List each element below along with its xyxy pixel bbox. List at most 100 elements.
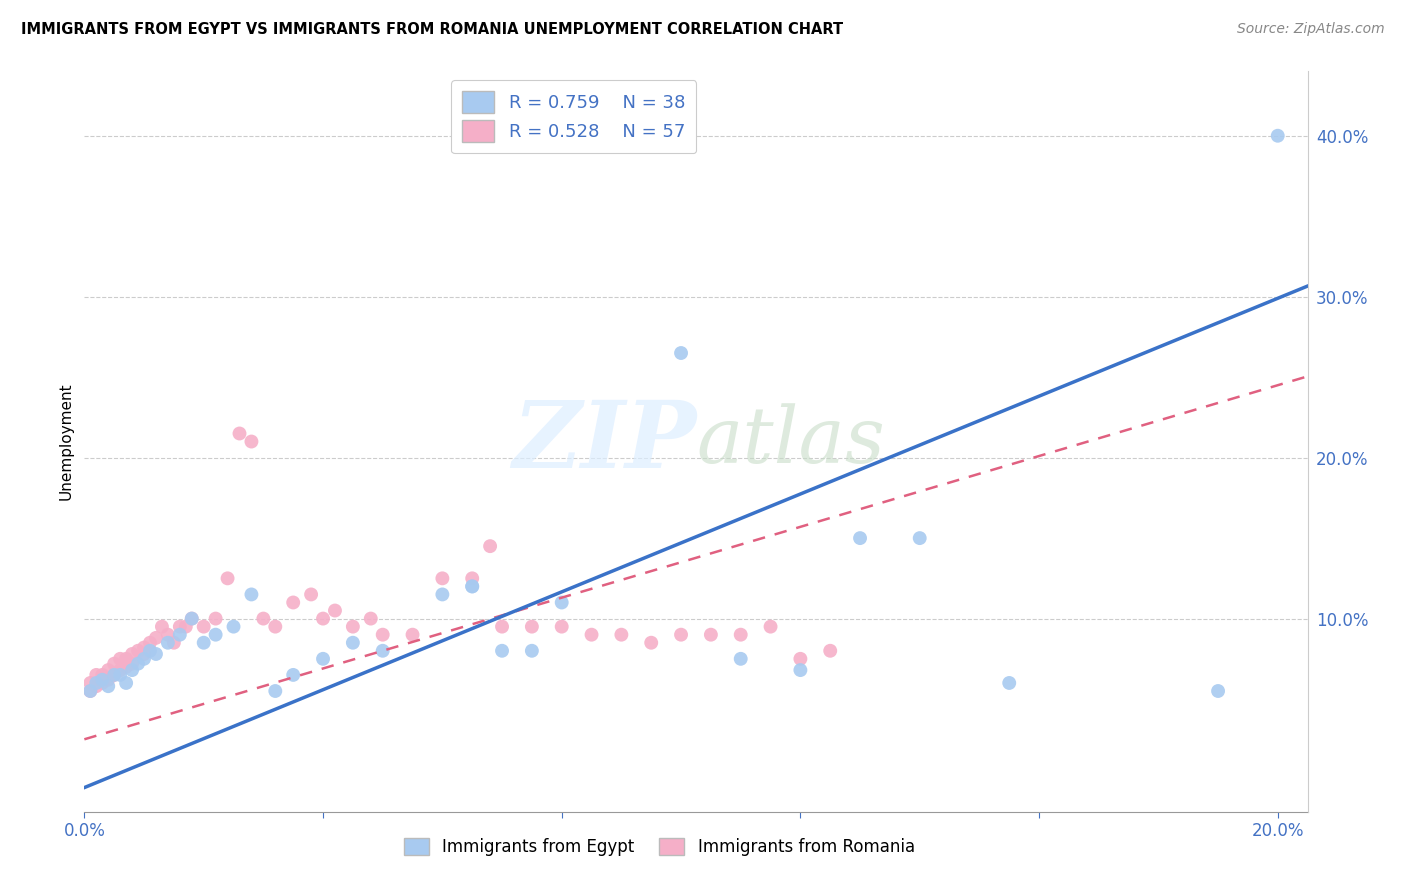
Point xyxy=(180,611,202,625)
Text: ZIP: ZIP xyxy=(512,397,696,486)
Point xyxy=(342,636,364,650)
Point xyxy=(103,657,125,671)
Point xyxy=(121,647,143,661)
Point xyxy=(700,628,723,642)
Point xyxy=(156,628,179,642)
Point xyxy=(228,426,250,441)
Point xyxy=(371,644,394,658)
Point xyxy=(240,434,263,449)
Point xyxy=(127,657,149,671)
Point xyxy=(193,636,215,650)
Point xyxy=(84,676,107,690)
Text: Source: ZipAtlas.com: Source: ZipAtlas.com xyxy=(1237,22,1385,37)
Point xyxy=(908,531,931,545)
Point xyxy=(204,628,226,642)
Point xyxy=(461,579,484,593)
Point xyxy=(108,652,131,666)
Point xyxy=(103,668,125,682)
Point xyxy=(240,587,263,601)
Text: IMMIGRANTS FROM EGYPT VS IMMIGRANTS FROM ROMANIA UNEMPLOYMENT CORRELATION CHART: IMMIGRANTS FROM EGYPT VS IMMIGRANTS FROM… xyxy=(21,22,844,37)
Point xyxy=(432,587,454,601)
Point xyxy=(323,603,346,617)
Point xyxy=(491,619,513,633)
Point xyxy=(91,668,114,682)
Point xyxy=(91,676,114,690)
Point xyxy=(103,668,125,682)
Point xyxy=(264,684,287,698)
Point xyxy=(132,640,155,655)
Point xyxy=(193,619,215,633)
Point xyxy=(312,652,335,666)
Point xyxy=(818,644,841,658)
Point xyxy=(342,619,364,633)
Point xyxy=(610,628,633,642)
Point xyxy=(461,579,484,593)
Point xyxy=(97,679,120,693)
Point xyxy=(180,611,202,625)
Point xyxy=(491,644,513,658)
Point xyxy=(156,636,179,650)
Point xyxy=(84,668,107,682)
Point xyxy=(371,628,394,642)
Point xyxy=(150,619,173,633)
Text: atlas: atlas xyxy=(696,403,884,480)
Point xyxy=(169,619,191,633)
Point xyxy=(283,668,305,682)
Legend: Immigrants from Egypt, Immigrants from Romania: Immigrants from Egypt, Immigrants from R… xyxy=(396,831,921,863)
Point xyxy=(97,673,120,687)
Point xyxy=(97,663,120,677)
Point xyxy=(115,676,138,690)
Point xyxy=(640,636,662,650)
Y-axis label: Unemployment: Unemployment xyxy=(58,383,73,500)
Point xyxy=(401,628,423,642)
Point xyxy=(479,539,502,553)
Point xyxy=(551,619,574,633)
Point xyxy=(1206,684,1229,698)
Point xyxy=(132,647,155,661)
Point xyxy=(759,619,782,633)
Point xyxy=(127,644,149,658)
Point xyxy=(264,619,287,633)
Point xyxy=(849,531,872,545)
Point xyxy=(145,631,167,645)
Point xyxy=(299,587,322,601)
Point xyxy=(169,628,191,642)
Point xyxy=(312,611,335,625)
Point xyxy=(730,652,752,666)
Point xyxy=(121,663,143,677)
Point xyxy=(145,647,167,661)
Point xyxy=(730,628,752,642)
Point xyxy=(432,571,454,585)
Point xyxy=(551,595,574,609)
Point xyxy=(115,660,138,674)
Point xyxy=(115,652,138,666)
Point xyxy=(91,673,114,687)
Point xyxy=(79,676,101,690)
Point xyxy=(204,611,226,625)
Point xyxy=(163,636,186,650)
Point xyxy=(79,684,101,698)
Point xyxy=(79,684,101,698)
Point xyxy=(108,668,131,682)
Point xyxy=(789,663,811,677)
Point xyxy=(174,619,197,633)
Point xyxy=(581,628,603,642)
Point xyxy=(520,644,543,658)
Point xyxy=(669,346,692,360)
Point xyxy=(283,595,305,609)
Point xyxy=(1267,128,1289,143)
Point xyxy=(520,619,543,633)
Point xyxy=(139,636,162,650)
Point xyxy=(360,611,382,625)
Point xyxy=(132,652,155,666)
Point xyxy=(669,628,692,642)
Point xyxy=(217,571,239,585)
Point xyxy=(108,663,131,677)
Point xyxy=(84,679,107,693)
Point xyxy=(461,571,484,585)
Point xyxy=(222,619,245,633)
Point xyxy=(789,652,811,666)
Point xyxy=(139,644,162,658)
Point xyxy=(998,676,1021,690)
Point xyxy=(252,611,274,625)
